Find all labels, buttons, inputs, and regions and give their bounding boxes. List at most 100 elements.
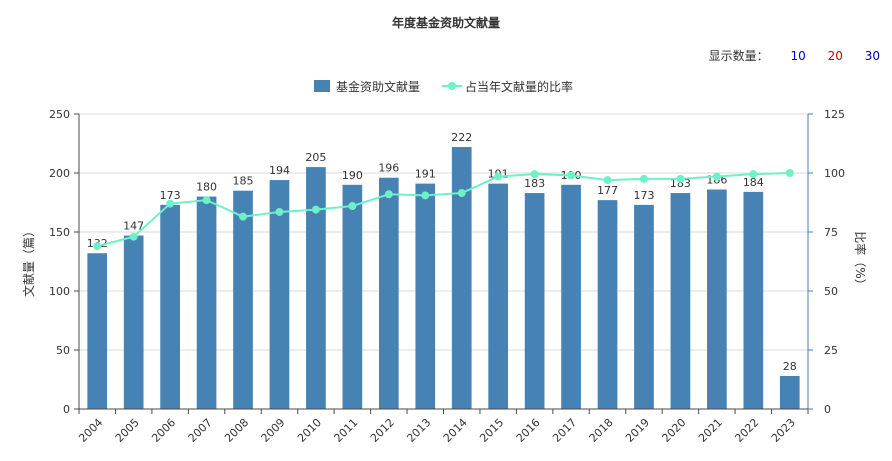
y-axis-title-left: 文献量（篇）: [21, 225, 36, 297]
bar[interactable]: [233, 190, 253, 409]
bar[interactable]: [415, 183, 436, 409]
y-tick-label-right: 50: [824, 285, 838, 298]
bar-data-label: 173: [160, 189, 181, 202]
bar[interactable]: [451, 147, 472, 410]
bar-series: 1321471731801851942051901961912221911831…: [87, 131, 800, 410]
bar-data-label: 183: [524, 177, 545, 190]
bar[interactable]: [597, 200, 618, 409]
bar[interactable]: [524, 193, 545, 409]
ratio-point[interactable]: [494, 172, 503, 181]
x-tick-label: 2012: [368, 416, 397, 445]
bar-data-label: 190: [342, 169, 363, 182]
ratio-line: [96, 172, 790, 248]
ratio-point[interactable]: [785, 169, 794, 177]
legend: 基金资助文献量 占当年文献量的比率: [314, 79, 573, 94]
legend-bar-swatch[interactable]: [314, 80, 330, 92]
bar[interactable]: [269, 180, 290, 409]
ratio-point[interactable]: [530, 170, 539, 179]
x-tick-label: 2021: [696, 416, 725, 445]
bar-data-label: 194: [269, 164, 290, 177]
x-tick-label: 2009: [259, 416, 288, 445]
bar-data-label: 184: [743, 176, 764, 189]
y-tick-label-right: 125: [824, 108, 845, 121]
ratio-point[interactable]: [639, 174, 648, 183]
bar-data-label: 191: [415, 168, 436, 181]
y-tick-label-right: 25: [824, 344, 838, 357]
x-tick-label: 2013: [404, 416, 433, 445]
bar-data-label: 183: [670, 177, 691, 190]
ratio-point[interactable]: [202, 196, 211, 205]
x-tick-label: 2008: [222, 416, 251, 445]
display-count-selector: 显示数量： 10 20 30: [709, 47, 880, 64]
y-tick-label-left: 100: [49, 285, 70, 298]
x-tick-label: 2005: [113, 416, 142, 445]
ratio-point[interactable]: [421, 191, 430, 200]
y-tick-label-right: 75: [824, 226, 838, 239]
ratio-point[interactable]: [567, 171, 576, 180]
bar[interactable]: [561, 184, 581, 409]
bar-data-label: 196: [378, 162, 399, 175]
ratio-point[interactable]: [712, 172, 721, 181]
count-option-20[interactable]: 20: [827, 49, 843, 63]
bar-data-label: 147: [123, 220, 144, 233]
x-tick-label: 2014: [441, 416, 470, 445]
x-tick-label: 2011: [332, 416, 361, 445]
bar[interactable]: [196, 196, 217, 409]
bar[interactable]: [634, 204, 654, 409]
count-option-10[interactable]: 10: [790, 49, 806, 63]
bar-data-label: 28: [783, 360, 797, 373]
bar-data-label: 173: [633, 189, 654, 202]
y-axis-title-right: 比率（%）: [853, 231, 868, 290]
gridlines: [79, 113, 808, 351]
ratio-point[interactable]: [749, 170, 758, 179]
ratio-point[interactable]: [603, 176, 612, 185]
chart-title: 年度基金资助文献量: [391, 16, 500, 30]
ratio-point[interactable]: [676, 174, 685, 183]
bar-data-label: 205: [305, 151, 326, 164]
display-count-label: 显示数量：: [708, 49, 769, 63]
y-tick-label-left: 50: [56, 344, 70, 357]
x-tick-label: 2010: [295, 416, 324, 445]
line-series: [93, 169, 794, 251]
ratio-point[interactable]: [384, 190, 393, 199]
bar[interactable]: [306, 167, 326, 409]
bar[interactable]: [779, 375, 800, 409]
ratio-point[interactable]: [275, 207, 284, 216]
bar[interactable]: [670, 193, 691, 409]
x-tick-label: 2019: [623, 416, 652, 445]
ratio-point[interactable]: [311, 205, 320, 214]
legend-line-label[interactable]: 占当年文献量的比率: [465, 79, 573, 94]
x-tick-label: 2004: [76, 416, 105, 445]
x-tick-label: 2007: [186, 416, 215, 445]
bar[interactable]: [488, 183, 509, 409]
ratio-point[interactable]: [457, 189, 466, 198]
bar-data-label: 222: [451, 131, 472, 144]
bar-data-label: 180: [196, 181, 217, 194]
x-tick-label: 2015: [477, 416, 506, 445]
bar[interactable]: [378, 177, 399, 409]
bar[interactable]: [707, 189, 727, 409]
bar[interactable]: [342, 184, 363, 409]
ratio-point[interactable]: [239, 212, 248, 221]
x-tick-label: 2022: [732, 416, 761, 445]
ratio-point[interactable]: [93, 242, 102, 251]
ratio-point[interactable]: [129, 232, 138, 241]
bar[interactable]: [160, 204, 180, 409]
bar[interactable]: [87, 253, 108, 409]
legend-bar-label[interactable]: 基金资助文献量: [336, 79, 420, 94]
bar-data-label: 177: [597, 184, 618, 197]
x-tick-label: 2023: [769, 416, 798, 445]
legend-line-marker: [448, 82, 456, 90]
count-option-30[interactable]: 30: [864, 49, 880, 63]
x-tick-label: 2006: [149, 416, 178, 445]
bar-data-label: 185: [233, 175, 254, 188]
y-tick-label-left: 250: [49, 108, 70, 121]
ratio-point[interactable]: [348, 202, 357, 211]
y-tick-label-left: 150: [49, 226, 70, 239]
bar[interactable]: [743, 191, 764, 409]
ratio-point[interactable]: [166, 199, 175, 208]
y-tick-label-left: 0: [63, 403, 70, 416]
x-tick-label: 2018: [587, 416, 616, 445]
y-tick-label-left: 200: [49, 167, 70, 180]
bar[interactable]: [123, 235, 144, 409]
